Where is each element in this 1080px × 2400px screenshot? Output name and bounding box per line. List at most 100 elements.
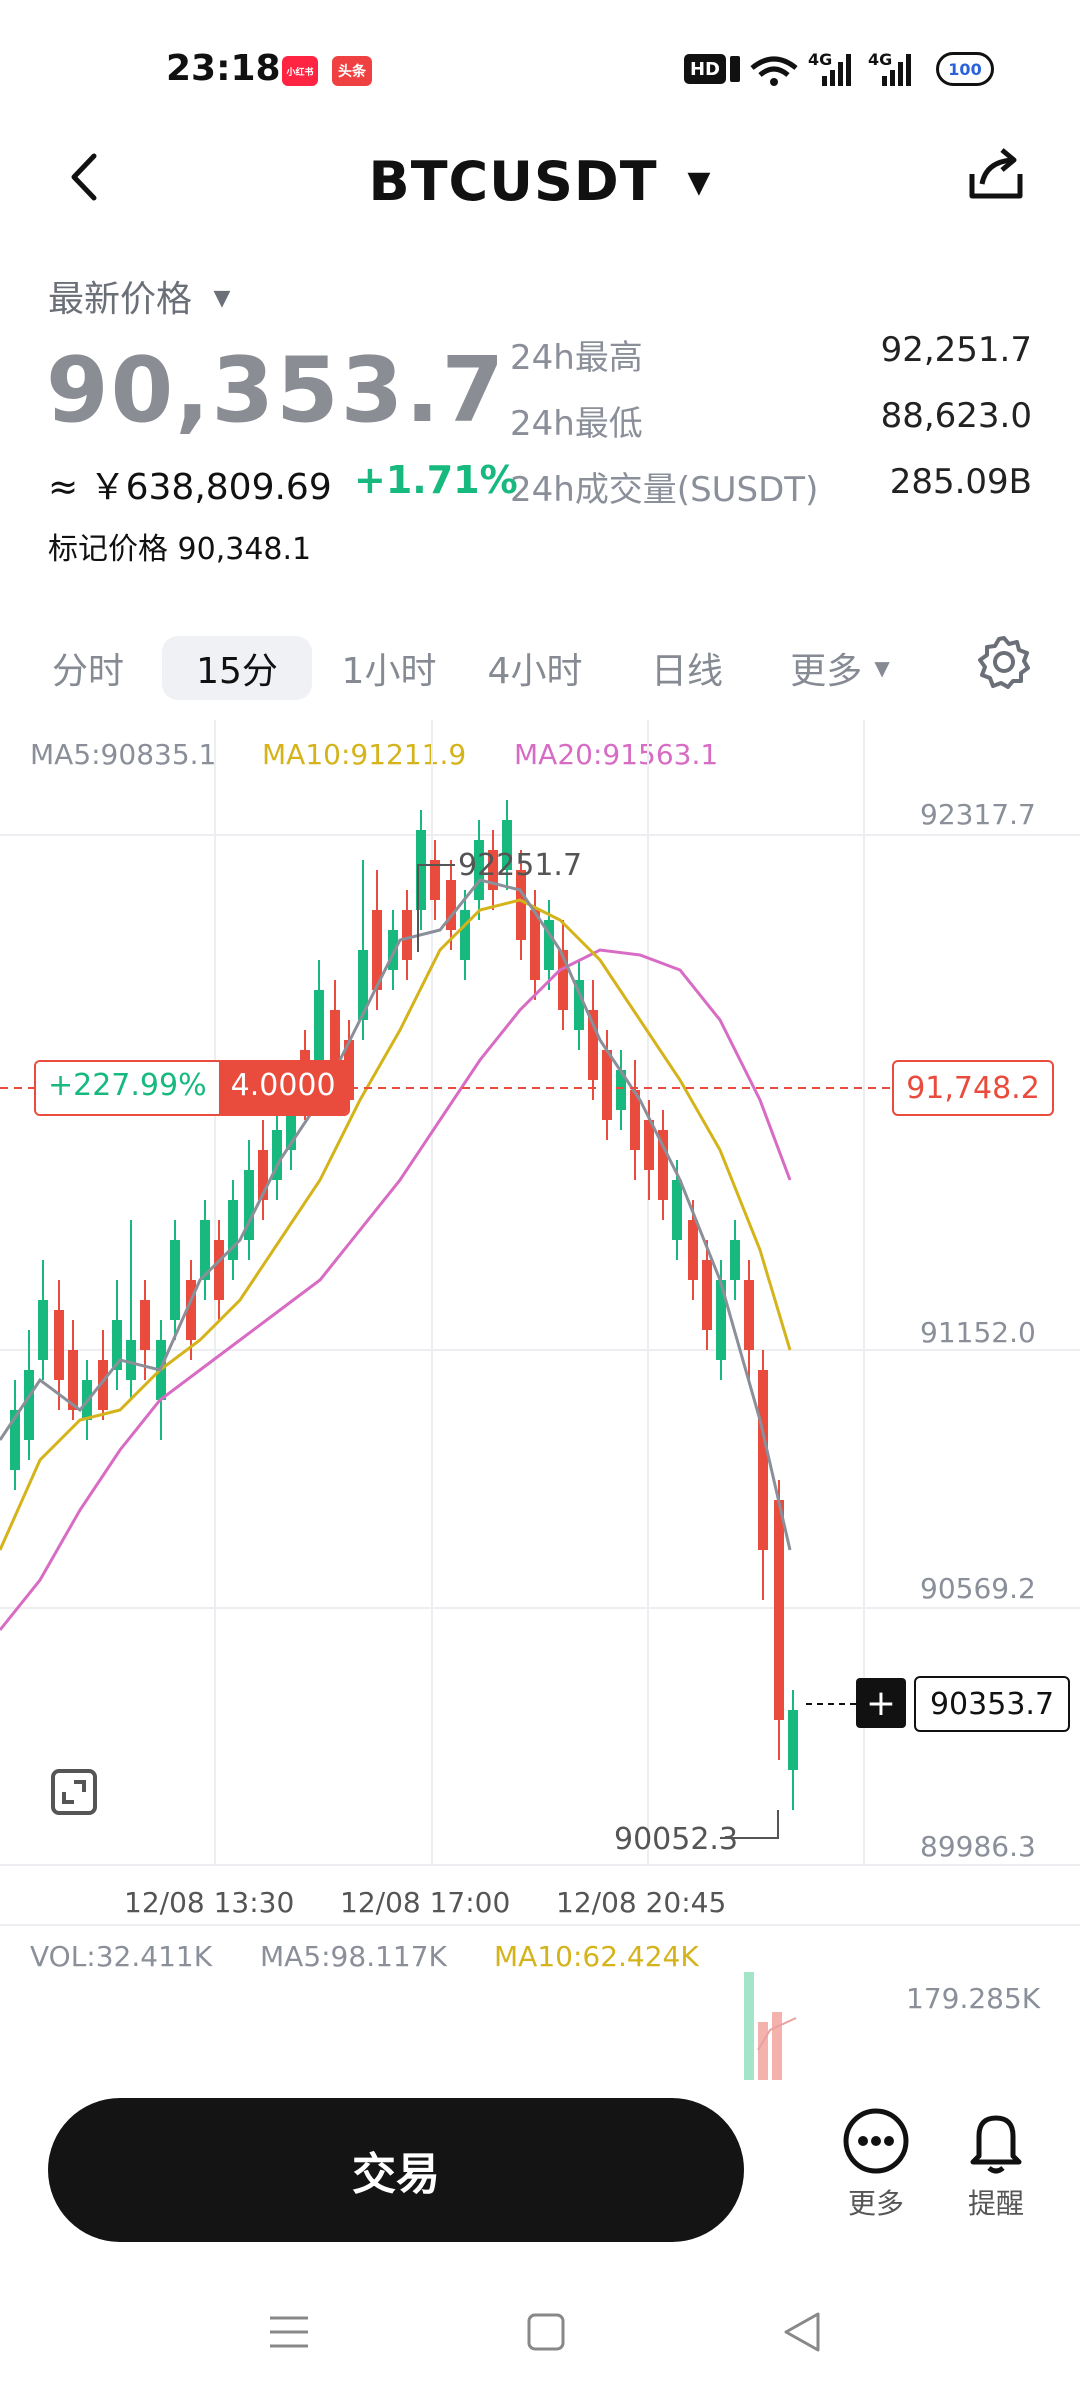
settings-gear-icon[interactable]: [976, 634, 1032, 690]
candle-body: [544, 920, 554, 970]
candle-body: [502, 820, 512, 870]
candle-body: [24, 1370, 34, 1440]
wifi-icon: [730, 56, 798, 86]
candle-body: [112, 1320, 122, 1370]
page-title[interactable]: BTCUSDT: [368, 150, 658, 213]
status-time: 23:18: [166, 48, 281, 89]
toutiao-app-icon: 头条: [332, 56, 372, 86]
bell-icon[interactable]: [961, 2106, 1031, 2176]
candle-body: [228, 1200, 238, 1260]
tab-4hour[interactable]: 4小时: [487, 651, 583, 692]
share-icon[interactable]: [966, 144, 1026, 204]
candle-body: [186, 1280, 196, 1340]
candle-body: [758, 1370, 768, 1550]
position-size: 4.0000: [218, 1062, 348, 1114]
fullscreen-icon[interactable]: [50, 1768, 98, 1816]
tab-daily[interactable]: 日线: [650, 651, 723, 692]
candle-body: [516, 870, 526, 940]
ma20-legend: MA20:91563.1: [514, 738, 719, 771]
candles-group: [10, 800, 798, 1810]
candle-body: [358, 950, 368, 1020]
candle-body: [658, 1130, 668, 1200]
candle-body: [446, 880, 456, 930]
candle-body: [214, 1240, 224, 1300]
candle-body: [98, 1360, 108, 1410]
candle-body: [788, 1710, 798, 1770]
home-nav-icon[interactable]: [526, 2312, 566, 2352]
volume-bars: [744, 1972, 797, 2080]
ma10-line: [0, 898, 792, 1551]
candle-body: [416, 830, 426, 910]
more-dots-icon[interactable]: [841, 2106, 911, 2176]
candle-body: [672, 1180, 682, 1240]
candle-body: [460, 910, 470, 960]
high-24h-value: 92,251.7: [880, 330, 1032, 370]
latest-price-label[interactable]: 最新价格 ▼: [48, 279, 231, 320]
add-order-plus-icon[interactable]: +: [856, 1678, 906, 1728]
candle-body: [474, 840, 484, 900]
volume-24h-value: 285.09B: [889, 462, 1032, 502]
candle-body: [602, 1050, 612, 1120]
tab-1hour[interactable]: 1小时: [341, 651, 437, 692]
status-bar: 23:18 小红书 头条 HD 4G 4G 100: [0, 0, 1080, 140]
tab-time-sharing[interactable]: 分时: [51, 651, 124, 692]
alert-label: 提醒: [967, 2187, 1024, 2220]
current-price-tag: 90353.7: [914, 1676, 1070, 1732]
candle-body: [488, 850, 498, 890]
caret-down-icon[interactable]: ▼: [213, 286, 231, 311]
candle-body: [140, 1300, 150, 1350]
battery-icon: 100: [936, 52, 994, 86]
time-axis-label: 12/08 17:00: [340, 1886, 511, 1919]
candle-body: [38, 1300, 48, 1360]
candle-body: [616, 1070, 626, 1110]
candle-body: [54, 1310, 64, 1380]
trade-button[interactable]: 交易: [48, 2098, 744, 2242]
high-24h-label: 24h最高: [510, 338, 643, 378]
more-button[interactable]: 更多: [836, 2106, 916, 2222]
back-nav-icon[interactable]: [782, 2310, 822, 2354]
back-arrow-icon[interactable]: [64, 150, 104, 204]
price-axis-label: 89986.3: [920, 1830, 1036, 1863]
position-tag[interactable]: +227.99% 4.0000: [34, 1060, 350, 1116]
candle-body: [702, 1260, 712, 1330]
price-axis-label: 90569.2: [920, 1572, 1036, 1605]
alert-button[interactable]: 提醒: [956, 2106, 1036, 2222]
volume-24h-label: 24h成交量(SUSDT): [510, 470, 819, 510]
candle-body: [126, 1340, 136, 1380]
caret-down-icon[interactable]: ▼: [687, 165, 712, 200]
candle-body: [644, 1120, 654, 1170]
candle-body: [688, 1220, 698, 1280]
candle-body: [430, 860, 440, 900]
candle-body: [272, 1130, 282, 1180]
ma20-line: [0, 948, 792, 1631]
candle-body: [200, 1220, 210, 1280]
low-24h-label: 24h最低: [510, 404, 643, 444]
price-axis-label: 92317.7: [920, 798, 1036, 831]
candle-body: [774, 1500, 784, 1720]
volume-legend: VOL:32.411K: [30, 1940, 213, 1973]
candle-body: [530, 910, 540, 980]
tab-more[interactable]: 更多 ▼: [790, 651, 890, 692]
tab-15min[interactable]: 15分: [162, 636, 312, 700]
low-24h-value: 88,623.0: [880, 396, 1032, 436]
more-label: 更多: [847, 2187, 904, 2220]
candle-body: [258, 1150, 268, 1200]
menu-nav-icon[interactable]: [268, 2312, 310, 2352]
kline-chart[interactable]: [0, 720, 1080, 2080]
change-percent: +1.71%: [354, 458, 518, 502]
mark-price: 标记价格 90,348.1: [48, 532, 312, 567]
candle-body: [558, 950, 568, 1010]
price-axis-label: 91152.0: [920, 1316, 1036, 1349]
caret-down-icon[interactable]: ▼: [874, 656, 890, 680]
low-price-label: 90052.3: [614, 1822, 739, 1857]
low-marker-line: [720, 1810, 779, 1839]
candle-body: [330, 1010, 340, 1080]
symbol-selector[interactable]: BTCUSDT ▼: [0, 150, 1080, 213]
position-price-tag: 91,748.2: [892, 1060, 1054, 1116]
ma5-legend: MA5:90835.1: [30, 738, 217, 771]
volume-ma10-legend: MA10:62.424K: [494, 1940, 699, 1973]
time-axis-label: 12/08 20:45: [556, 1886, 727, 1919]
xiaohongshu-app-icon: 小红书: [282, 56, 318, 86]
candle-body: [372, 910, 382, 990]
candle-body: [630, 1090, 640, 1150]
